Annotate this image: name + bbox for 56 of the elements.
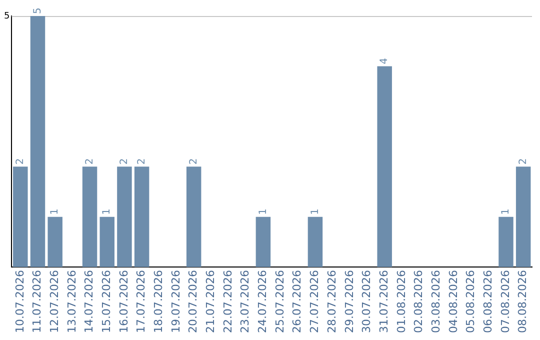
x-tick-label: 26.07.2026 <box>290 270 304 334</box>
x-tick-label: 18.07.2026 <box>152 270 165 334</box>
data-label: 1 <box>258 208 269 215</box>
bar <box>13 166 28 268</box>
x-tick-label: 27.07.2026 <box>308 270 322 334</box>
x-tick-label: 28.07.2026 <box>325 270 338 334</box>
data-label: 2 <box>518 158 529 165</box>
x-tick-label: 03.08.2026 <box>429 270 442 334</box>
bar <box>100 216 114 268</box>
bar <box>134 166 150 268</box>
x-tick-label: 23.07.2026 <box>238 270 252 334</box>
x-tick-label: 11.07.2026 <box>30 270 44 334</box>
x-tick-label: 30.07.2026 <box>360 270 374 334</box>
data-label: 1 <box>50 208 61 215</box>
x-tick-label: 20.07.2026 <box>186 270 200 334</box>
bar <box>48 216 62 268</box>
x-tick-label: 12.07.2026 <box>48 270 61 334</box>
bar <box>30 16 46 268</box>
data-label: 1 <box>310 208 321 215</box>
x-tick-label: 15.07.2026 <box>100 270 113 334</box>
x-tick-label: 16.07.2026 <box>117 270 130 334</box>
x-tick-label: 10.07.2026 <box>13 270 26 334</box>
x-tick-label: 07.08.2026 <box>498 270 512 334</box>
x-tick-label: 25.07.2026 <box>273 270 286 334</box>
x-tick-label: 13.07.2026 <box>65 270 78 334</box>
bar <box>117 166 132 268</box>
data-label: 2 <box>136 158 148 165</box>
x-tick-label: 06.08.2026 <box>482 270 495 334</box>
bar <box>498 216 514 268</box>
x-tick-label: 01.08.2026 <box>394 270 408 334</box>
x-tick-label: 29.07.2026 <box>342 270 356 334</box>
bar <box>377 66 392 268</box>
bar <box>186 166 202 268</box>
data-label: 5 <box>32 8 44 14</box>
x-tick-label: 22.07.2026 <box>221 270 234 334</box>
data-label: 1 <box>102 208 113 215</box>
bar <box>82 166 98 268</box>
data-label: 2 <box>14 158 26 165</box>
x-tick-label: 14.07.2026 <box>82 270 96 334</box>
data-label: 2 <box>119 158 130 165</box>
data-label: 2 <box>84 158 96 165</box>
x-tick-label: 08.08.2026 <box>516 270 530 334</box>
x-tick-label: 17.07.2026 <box>134 270 148 334</box>
x-tick-label: 31.07.2026 <box>377 270 390 334</box>
x-tick-label: 21.07.2026 <box>204 270 218 334</box>
x-tick-label: 02.08.2026 <box>412 270 426 334</box>
bar <box>256 216 271 268</box>
x-tick-label: 05.08.2026 <box>464 270 478 334</box>
data-label: 4 <box>379 58 390 64</box>
bar <box>308 216 323 268</box>
x-tick-label: 04.08.2026 <box>446 270 460 334</box>
data-label: 1 <box>500 208 512 215</box>
x-tick-label: 19.07.2026 <box>169 270 182 334</box>
bar <box>516 166 531 268</box>
x-tick-label: 24.07.2026 <box>256 270 270 334</box>
data-label: 2 <box>188 158 200 165</box>
